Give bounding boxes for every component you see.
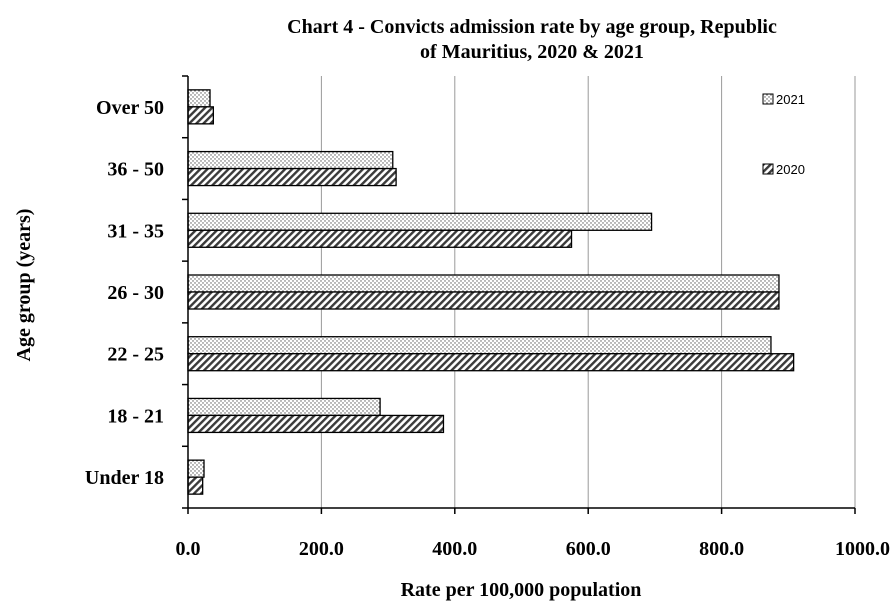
chart-title-line-2: of Mauritius, 2020 & 2021 [420, 41, 644, 63]
bar-2020-18-21 [187, 414, 445, 434]
category-label: 31 - 35 [107, 220, 164, 242]
bar-2021-36-50 [187, 150, 394, 170]
category-label: 36 - 50 [107, 159, 164, 181]
legend: 2021 2020 [762, 92, 805, 177]
chart-title-line-1: Chart 4 - Convicts admission rate by age… [287, 16, 777, 38]
bar-2021-under-18 [187, 459, 205, 478]
category-labels: Over 50 36 - 50 31 - 35 26 - 30 22 - 25 18 - … [85, 97, 164, 489]
bar-2020-31-35 [187, 229, 573, 248]
category-label: Over 50 [96, 97, 164, 119]
legend-swatch-2021 [762, 93, 774, 105]
x-tick-label: 0.0 [176, 538, 201, 560]
category-label: 22 - 25 [107, 344, 164, 366]
category-label: 18 - 21 [107, 405, 164, 427]
bar-2020-under-18 [187, 476, 204, 495]
tick-labels: 0.0 200.0 400.0 600.0 800.0 1000.0 [176, 538, 891, 560]
x-tick-label: 1000.0 [835, 538, 890, 560]
x-tick-label: 400.0 [432, 538, 477, 560]
bar-2021-over-50 [187, 89, 211, 108]
x-tick-label: 800.0 [699, 538, 744, 560]
x-tick-label: 600.0 [566, 538, 611, 560]
legend-label-2020: 2020 [776, 162, 805, 177]
y-axis-label: Age group (years) [13, 209, 35, 362]
bar-2021-22-25 [187, 336, 772, 355]
x-tick-label: 200.0 [299, 538, 344, 560]
bar-2020-26-30 [187, 291, 780, 310]
legend-swatch-2020 [762, 163, 774, 175]
category-label: 26 - 30 [107, 282, 164, 304]
bars [187, 89, 795, 495]
bar-2021-18-21 [187, 397, 381, 417]
bar-2020-22-25 [187, 353, 795, 372]
x-axis-label: Rate per 100,000 population [401, 579, 642, 601]
bar-2021-26-30 [187, 274, 780, 293]
category-label: Under 18 [85, 467, 164, 489]
bar-2020-36-50 [187, 167, 397, 187]
axes [182, 75, 856, 514]
legend-label-2021: 2021 [776, 92, 805, 107]
bar-2021-31-35 [187, 212, 653, 231]
bar-2020-over-50 [187, 106, 214, 125]
